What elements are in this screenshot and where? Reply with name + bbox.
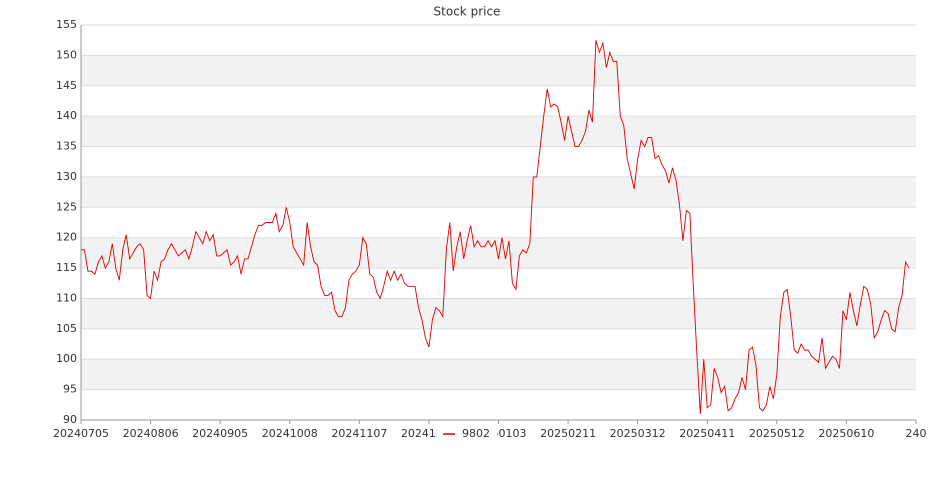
y-tick-label: 95 bbox=[63, 383, 77, 396]
y-tick-label: 130 bbox=[56, 170, 77, 183]
y-tick-label: 90 bbox=[63, 413, 77, 426]
y-tick-label: 100 bbox=[56, 352, 77, 365]
grid-band bbox=[81, 359, 916, 390]
legend-label: 9802 bbox=[462, 427, 490, 440]
x-tick-label: 20240905 bbox=[192, 427, 248, 440]
y-tick-label: 155 bbox=[56, 18, 77, 31]
x-tick-label: 20250512 bbox=[749, 427, 805, 440]
grid-band bbox=[81, 237, 916, 269]
y-tick-label: 140 bbox=[56, 109, 77, 122]
chart-title: Stock price bbox=[434, 5, 501, 19]
x-tick-label: 20250411 bbox=[679, 427, 735, 440]
y-tick-label: 150 bbox=[56, 48, 77, 61]
grid-band bbox=[81, 55, 916, 86]
y-tick-label: 145 bbox=[56, 79, 77, 92]
y-tick-label: 135 bbox=[56, 140, 77, 153]
x-tick-label: 240 bbox=[906, 427, 927, 440]
grid-band bbox=[81, 176, 916, 208]
x-tick-label: 20250610 bbox=[818, 427, 874, 440]
grid-band bbox=[81, 298, 916, 329]
x-tick-label: 20241107 bbox=[331, 427, 387, 440]
y-tick-label: 105 bbox=[56, 322, 77, 335]
x-tick-label: 20250211 bbox=[540, 427, 596, 440]
legend-bg bbox=[437, 426, 497, 442]
x-tick-label: 20240705 bbox=[53, 427, 109, 440]
price-line bbox=[81, 40, 910, 414]
y-tick-label: 110 bbox=[56, 291, 77, 304]
y-tick-label: 125 bbox=[56, 200, 77, 213]
y-tick-label: 120 bbox=[56, 231, 77, 244]
grid-band bbox=[81, 116, 916, 147]
x-tick-label: 20241008 bbox=[262, 427, 318, 440]
x-tick-label: 20240806 bbox=[123, 427, 179, 440]
x-tick-label: 20250312 bbox=[610, 427, 666, 440]
y-tick-label: 115 bbox=[56, 261, 77, 274]
